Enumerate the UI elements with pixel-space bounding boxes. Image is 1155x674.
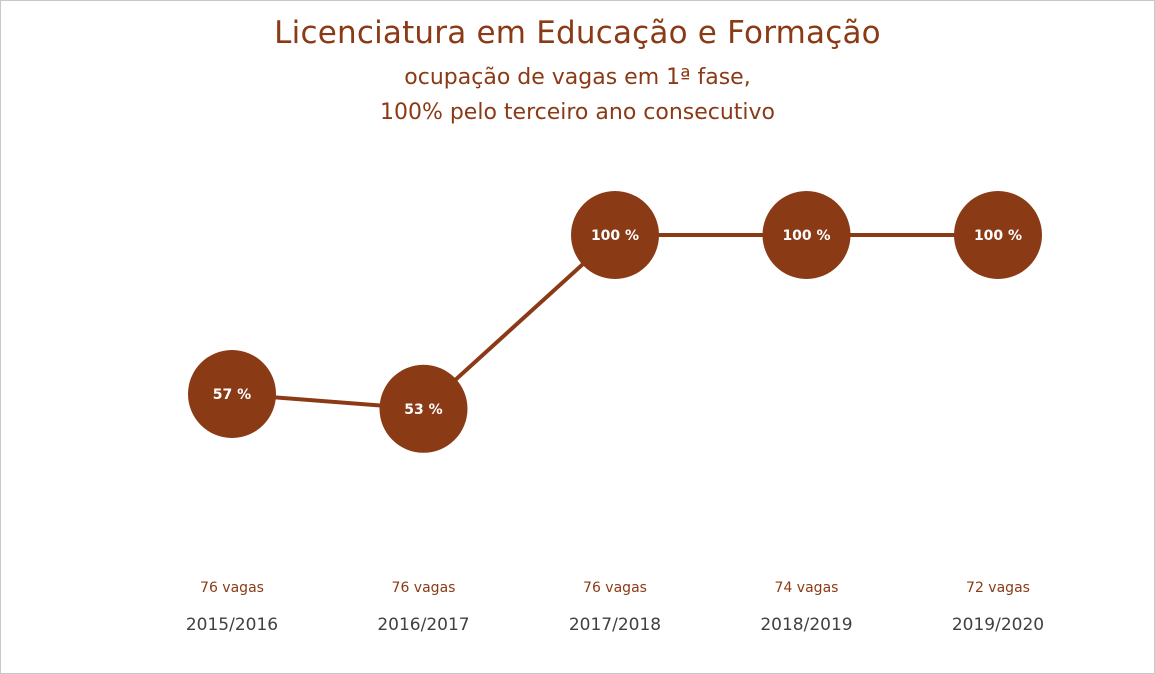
vagas-label: 72 vagas — [966, 580, 1030, 596]
data-point-marker — [188, 350, 276, 438]
data-label: 57 % — [213, 387, 251, 403]
x-tick-label: 2018/2019 — [760, 615, 852, 635]
x-tick-label: 2016/2017 — [377, 615, 469, 635]
x-tick-label: 2015/2016 — [186, 615, 278, 635]
vagas-label: 74 vagas — [775, 580, 839, 596]
data-label: 100 % — [591, 228, 639, 244]
data-point-marker — [379, 364, 468, 453]
data-point-marker — [571, 191, 659, 279]
vagas-label: 76 vagas — [200, 580, 264, 596]
series-marker-layer: 57 % 53 % 100 % 100 % 100 % — [188, 191, 1042, 453]
data-label: 53 % — [404, 402, 442, 418]
data-point-marker — [954, 191, 1042, 279]
vagas-label: 76 vagas — [583, 580, 647, 596]
vagas-label: 76 vagas — [392, 580, 456, 596]
category-label-layer: 76 vagas 2015/2016 76 vagas 2016/2017 76 vag… — [186, 580, 1044, 635]
chart-title: Licenciatura em Educação e Formação — [274, 15, 881, 51]
data-label: 100 % — [782, 228, 830, 244]
chart-subtitle-line-2: 100% pelo terceiro ano consecutivo — [379, 100, 776, 125]
data-label: 100 % — [974, 228, 1022, 244]
chart-subtitle-line-1: ocupação de vagas em 1ª fase, — [404, 65, 751, 90]
x-tick-label: 2019/2020 — [952, 615, 1044, 635]
data-point-marker — [762, 191, 851, 279]
x-tick-label: 2017/2018 — [569, 615, 661, 635]
